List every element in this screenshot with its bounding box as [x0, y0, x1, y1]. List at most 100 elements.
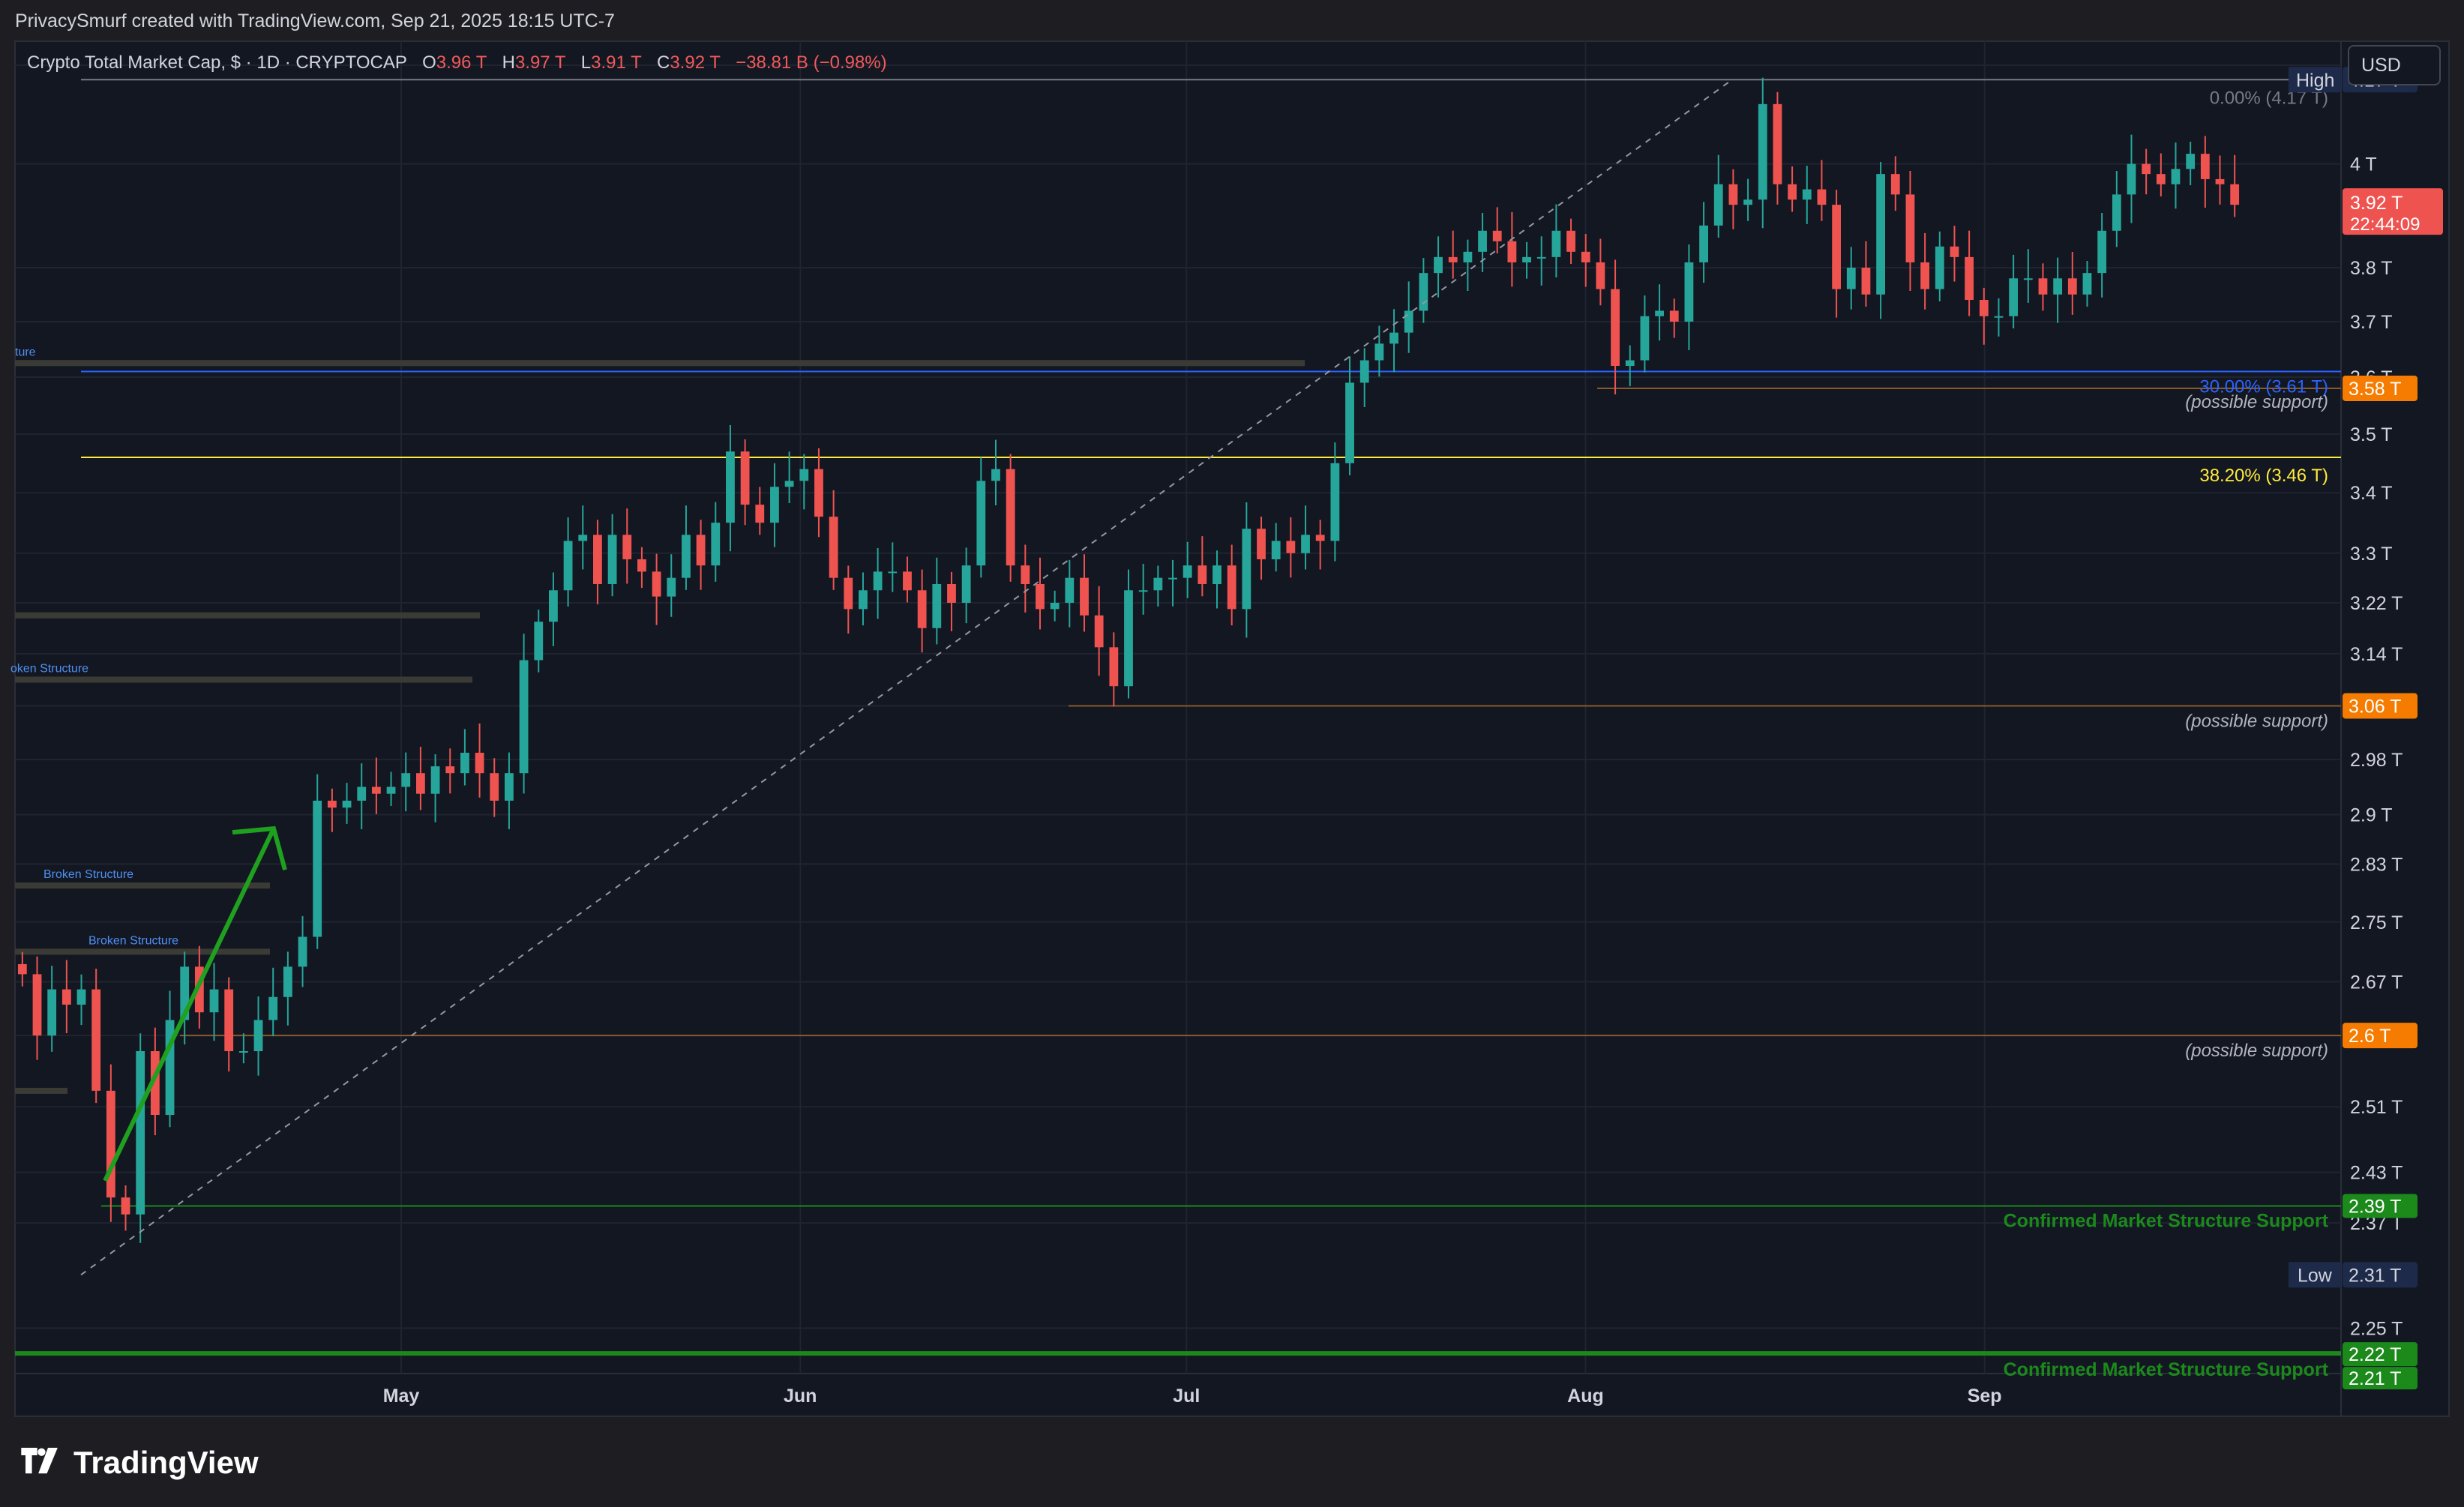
candle-body [268, 996, 278, 1020]
x-tick-label: May [383, 1386, 420, 1407]
candle-body [976, 481, 986, 566]
candle-body [578, 535, 588, 541]
candle-body [2215, 178, 2225, 184]
candle-body [961, 565, 971, 603]
low-label: Low [2298, 1265, 2333, 1286]
candle-body [2009, 278, 2019, 316]
candle-body [2067, 278, 2077, 295]
candle-body [740, 451, 750, 505]
candle-body [1419, 273, 1428, 311]
price-tags: High4.17 TLow2.31 T3.92 T22:44:093.58 T3… [2289, 67, 2443, 1390]
candle-body [238, 1051, 248, 1053]
candle-body [2186, 154, 2196, 169]
candle-body [415, 773, 425, 794]
candle-body [1478, 230, 1487, 252]
candle-body [209, 989, 219, 1013]
candle-body [1227, 565, 1236, 610]
candle-body [1536, 256, 1546, 259]
candle-body [2127, 163, 2136, 195]
fib-30-label: 30.00% (3.61 T) [2199, 376, 2328, 397]
candle-body [32, 974, 42, 1036]
trend-line-dashed [80, 79, 1733, 1276]
x-tick-label: Jun [784, 1386, 817, 1407]
candle-body [1065, 577, 1075, 603]
candle-body [844, 577, 853, 610]
candle-body [1920, 262, 1930, 289]
support-tag-306: 3.06 T [2349, 697, 2401, 718]
candle-body [194, 966, 204, 1013]
candle-body [490, 773, 499, 801]
candle-body [1021, 565, 1030, 584]
candle-body [1684, 262, 1694, 322]
candle-body [150, 1051, 160, 1116]
candle-body [1596, 262, 1605, 289]
cms-tag-222: 2.22 T [2349, 1344, 2401, 1365]
candle-body [563, 541, 573, 591]
candle-body [357, 786, 367, 801]
support-tag-358-bg [2343, 375, 2418, 401]
y-tick-label: 4 T [2350, 154, 2377, 175]
candle-body [917, 590, 927, 628]
symbol-name[interactable]: Crypto Total Market Cap, $ · 1D · CRYPTO… [27, 52, 407, 73]
candle-body [607, 535, 617, 584]
candle-body [1094, 615, 1104, 648]
candle-body [1183, 565, 1192, 578]
candle-body [1463, 251, 1473, 262]
y-tick-label: 2.98 T [2350, 750, 2403, 771]
candle-body [1138, 590, 1148, 592]
candle-body [1743, 199, 1752, 205]
candle-body [1655, 310, 1664, 316]
cms-tag-222-bg [2343, 1342, 2418, 1367]
candle-body [1611, 289, 1620, 366]
candle-body [1036, 583, 1045, 610]
y-tick-label: 3.14 T [2350, 644, 2403, 665]
candle-body [1802, 189, 1812, 200]
support-tag-26: 2.6 T [2349, 1026, 2391, 1047]
grid-lines [15, 41, 2341, 1374]
candle-body [1979, 299, 1989, 316]
candle-body [1198, 565, 1207, 584]
candle-body [327, 800, 337, 808]
candle-body [593, 535, 602, 584]
candle-body [652, 571, 661, 597]
candle-body [1905, 194, 1915, 262]
possible-support-label: (possible support) [2185, 1041, 2328, 1061]
candle-body [180, 966, 190, 1020]
y-tick-label: 2.67 T [2350, 972, 2403, 993]
candle-body [1271, 541, 1281, 559]
time-axis[interactable]: May Jun Jul Aug Sep [383, 1386, 2002, 1407]
y-tick-label: 2.83 T [2350, 854, 2403, 875]
y-tick-label: 3.5 T [2350, 424, 2393, 445]
currency-button[interactable]: USD [2348, 45, 2441, 85]
candle-body [1581, 251, 1590, 262]
candle-body [342, 800, 352, 808]
candle-body [814, 469, 823, 517]
candle-body [1566, 230, 1575, 252]
candle-body [106, 1090, 115, 1198]
broken-structure-label: Broken Structure [88, 934, 178, 947]
tradingview-brand[interactable]: TradingView [16, 1443, 259, 1482]
x-tick-label: Sep [1968, 1386, 2002, 1407]
structure-arrow [103, 827, 276, 1182]
candle-body [475, 752, 484, 774]
low-value-tag: 2.31 T [2349, 1265, 2401, 1286]
candle-body [549, 590, 558, 622]
candle-body [1153, 577, 1163, 591]
candle-body [1050, 602, 1060, 610]
fib-382-label: 38.20% (3.46 T) [2199, 466, 2328, 486]
candle-body [755, 505, 765, 523]
y-tick-label: 2.25 T [2350, 1318, 2403, 1339]
candle-body [1109, 647, 1119, 687]
candle-body [91, 989, 101, 1091]
candle-body [430, 766, 440, 794]
candle-body [1758, 103, 1767, 200]
candle-body [829, 517, 838, 578]
candle-body [1242, 529, 1251, 610]
candle-body [76, 989, 86, 1005]
change-value: −38.81 B (−0.98%) [736, 52, 887, 73]
chart-credit: PrivacySmurf created with TradingView.co… [15, 10, 615, 31]
candle-body [1950, 246, 1959, 257]
candle-body [505, 773, 514, 801]
drawing-overlays: 0.00% (4.17 T)30.00% (3.61 T)38.20% (3.4… [80, 79, 2329, 1380]
